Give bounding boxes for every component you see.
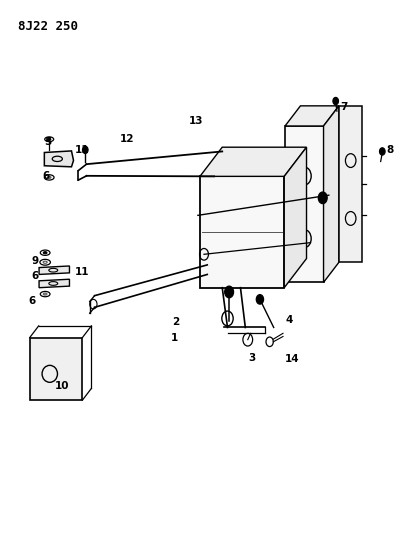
Text: 9: 9 xyxy=(31,256,38,266)
Polygon shape xyxy=(39,279,69,288)
Circle shape xyxy=(256,295,264,304)
Text: 6: 6 xyxy=(28,296,35,306)
Ellipse shape xyxy=(47,176,51,179)
Text: 4: 4 xyxy=(286,314,293,325)
Ellipse shape xyxy=(43,252,47,254)
Polygon shape xyxy=(284,147,306,288)
Text: 7: 7 xyxy=(340,102,348,112)
Polygon shape xyxy=(39,266,69,274)
Text: 11: 11 xyxy=(75,145,90,155)
Text: 11: 11 xyxy=(75,267,90,277)
Text: 8: 8 xyxy=(387,145,394,155)
Text: 1: 1 xyxy=(171,333,178,343)
Polygon shape xyxy=(44,151,73,167)
Ellipse shape xyxy=(43,293,47,295)
Bar xyxy=(30,337,82,400)
Circle shape xyxy=(318,192,327,204)
Text: 6: 6 xyxy=(42,172,50,181)
Circle shape xyxy=(379,148,385,155)
Circle shape xyxy=(82,146,88,154)
Circle shape xyxy=(333,98,339,105)
Text: 13: 13 xyxy=(188,116,203,126)
Text: 2: 2 xyxy=(172,317,179,327)
Text: 12: 12 xyxy=(120,134,134,144)
Text: 5: 5 xyxy=(44,137,52,147)
Text: 8J22 250: 8J22 250 xyxy=(18,20,78,33)
Text: 14: 14 xyxy=(285,354,299,364)
Text: 10: 10 xyxy=(55,381,69,391)
Polygon shape xyxy=(200,147,306,176)
Text: 3: 3 xyxy=(248,353,255,362)
Circle shape xyxy=(225,286,234,298)
Bar xyxy=(339,106,362,262)
Bar xyxy=(200,176,284,288)
Polygon shape xyxy=(324,106,339,282)
Text: 6: 6 xyxy=(31,271,38,281)
Polygon shape xyxy=(285,106,339,126)
Bar xyxy=(285,126,324,282)
Ellipse shape xyxy=(48,139,51,140)
